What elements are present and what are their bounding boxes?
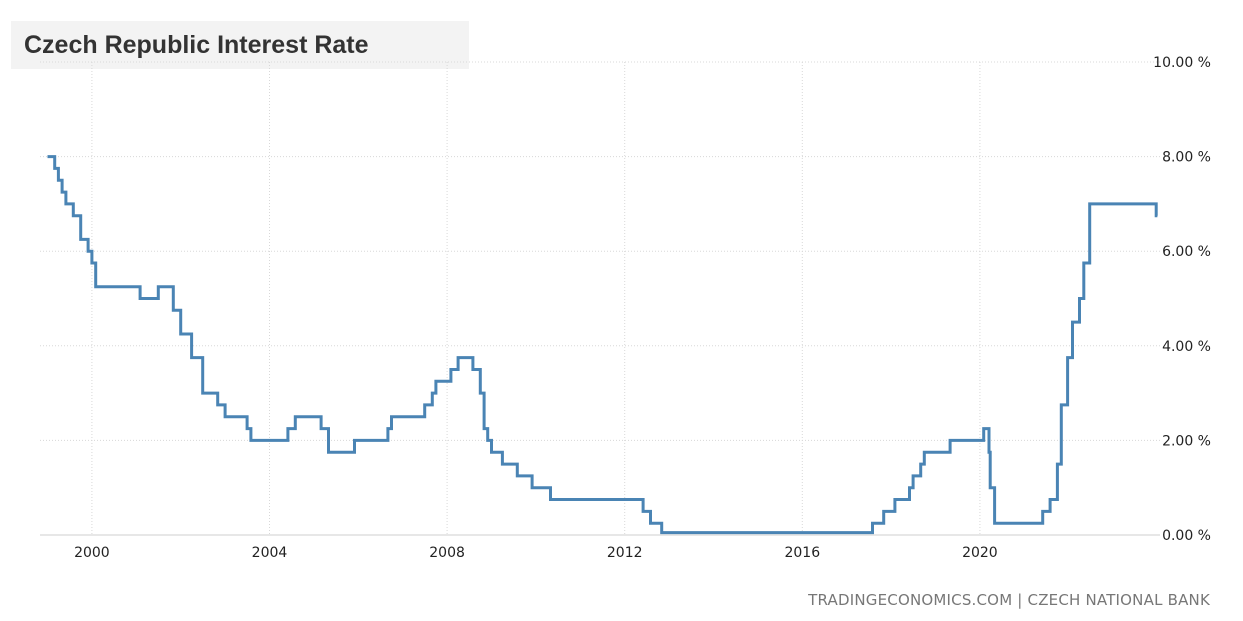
horizontal-gridlines	[40, 61, 1160, 441]
y-tick-label-3: 6.00 %	[1162, 244, 1211, 260]
y-tick-label-2: 4.00 %	[1162, 339, 1211, 355]
x-tick-label-2000: 2000	[74, 545, 110, 561]
x-axis-tick-labels: 2000 2004 2008 2012 2016 2020	[74, 545, 998, 561]
y-axis-tick-labels: 0.00 % 2.00 % 4.00 % 6.00 % 8.00 % 10.00 %	[1153, 55, 1211, 544]
vertical-gridlines	[91, 62, 981, 535]
x-tick-label-2016: 2016	[784, 545, 820, 561]
x-tick-label-2004: 2004	[252, 545, 288, 561]
interest-rate-series-line	[47, 155, 1158, 535]
y-tick-label-4: 8.00 %	[1162, 150, 1211, 166]
x-tick-label-2020: 2020	[962, 545, 998, 561]
y-tick-label-5: 10.00 %	[1153, 55, 1211, 71]
y-tick-label-1: 2.00 %	[1162, 433, 1211, 449]
x-tick-label-2012: 2012	[607, 545, 643, 561]
title-background	[11, 21, 469, 69]
x-tick-label-2008: 2008	[429, 545, 465, 561]
source-attribution: TRADINGECONOMICS.COM | CZECH NATIONAL BA…	[808, 591, 1210, 609]
y-tick-label-0: 0.00 %	[1162, 528, 1211, 544]
chart-title: Czech Republic Interest Rate	[24, 31, 369, 59]
